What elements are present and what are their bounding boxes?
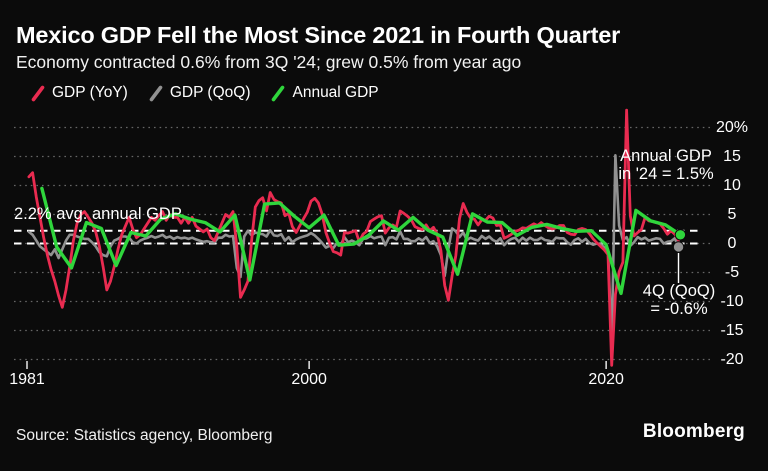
y-axis-label: 15 [723,147,741,165]
series-line-annual-gdp [40,186,683,296]
end-marker-dot [672,241,685,253]
series-line-gdp-qoq- [27,154,680,344]
y-axis-label: -5 [724,263,740,281]
chart-subtitle: Economy contracted 0.6% from 3Q '24; gre… [16,52,522,72]
chart-title: Mexico GDP Fell the Most Since 2021 in F… [16,22,621,48]
y-axis-label: 20% [715,118,749,136]
annotation-q4-qoq: 4Q (QoQ) = -0.6% [642,282,716,318]
x-axis-label: 2000 [291,371,327,388]
legend-slash-icon [31,85,45,101]
legend: GDP (YoY) GDP (QoQ) Annual GDP [30,84,379,102]
legend-label: Annual GDP [292,84,379,101]
y-axis-label: -15 [720,321,744,339]
legend-item-gdp-yoy-: GDP (YoY) [30,84,128,102]
legend-label: GDP (QoQ) [169,84,251,101]
source-note: Source: Statistics agency, Bloomberg [16,427,273,444]
y-axis-label: -10 [720,292,744,310]
y-axis-label: 0 [727,234,737,252]
legend-item-annual-gdp: Annual GDP [270,84,379,102]
y-axis-label: 10 [723,176,741,194]
legend-label: GDP (YoY) [52,84,128,101]
y-axis-label: 5 [727,205,737,223]
legend-slash-icon [149,85,163,101]
y-axis-label: -20 [720,350,744,368]
legend-slash-icon [272,85,285,101]
annotation-avg-annual-gdp: 2.2% avg. annual GDP [14,205,182,223]
annotation-annual-gdp-2024: Annual GDP in '24 = 1.5% [618,147,714,183]
series-line-gdp-yoy- [27,108,680,367]
x-axis-label: 2020 [588,371,624,388]
bloomberg-logo: Bloomberg [642,421,745,442]
end-marker-dot [674,229,687,241]
x-axis-label: 1981 [9,371,45,388]
legend-item-gdp-qoq-: GDP (QoQ) [148,84,251,102]
